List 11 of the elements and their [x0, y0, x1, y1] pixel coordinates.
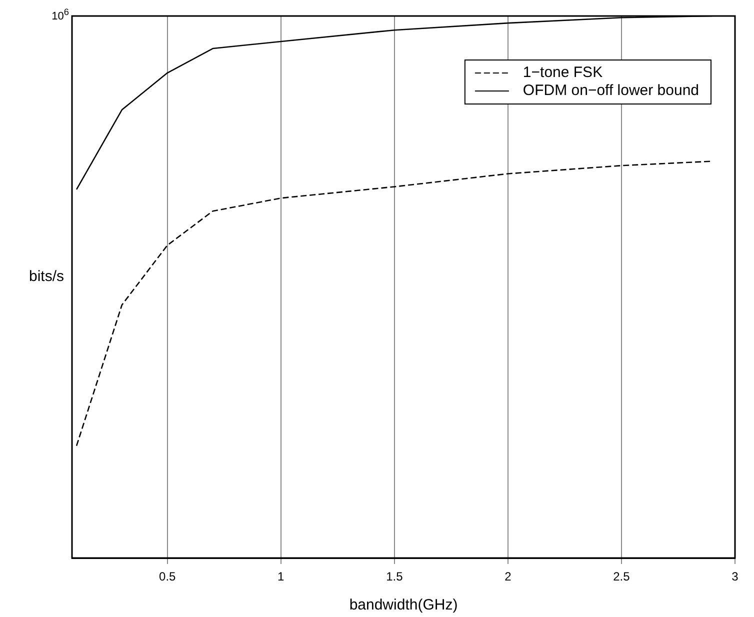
- legend-label: 1−tone FSK: [522, 64, 603, 82]
- x-tick-label: 1.5: [386, 570, 404, 584]
- y-axis-title: bits/s: [28, 268, 64, 286]
- x-tick-label: 2: [504, 570, 512, 584]
- legend-label: OFDM on−off lower bound: [522, 82, 700, 100]
- x-axis-title: bandwidth(GHz): [349, 596, 458, 614]
- x-tick-label: 3: [732, 570, 739, 584]
- text: 10$^{6}$: [52, 6, 69, 24]
- x-tick-label: 2.5: [613, 570, 630, 584]
- x-tick-label: 0.5: [159, 570, 176, 584]
- x-tick-label: 1: [278, 570, 285, 584]
